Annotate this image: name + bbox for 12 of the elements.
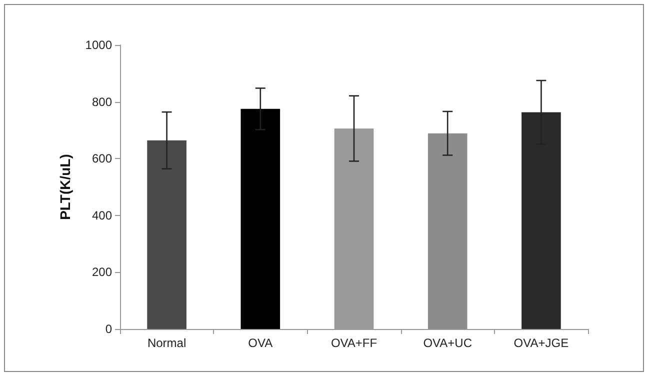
y-tick-label: 200 — [92, 265, 112, 280]
y-tick-label: 800 — [92, 94, 112, 109]
x-tick-label: OVA+UC — [423, 336, 472, 350]
x-tick-label: OVA+JGE — [514, 336, 569, 350]
x-tick-label: OVA+FF — [330, 336, 378, 350]
y-tick-label: 0 — [105, 322, 112, 336]
y-tick-label: 400 — [92, 208, 112, 222]
y-tick-label: 1000 — [85, 38, 112, 52]
y-axis-title: PLT(K/uL) — [57, 154, 73, 220]
y-tick-label: 600 — [92, 152, 112, 166]
x-tick-label: OVA — [248, 336, 273, 350]
x-tick-label: Normal — [147, 336, 186, 350]
